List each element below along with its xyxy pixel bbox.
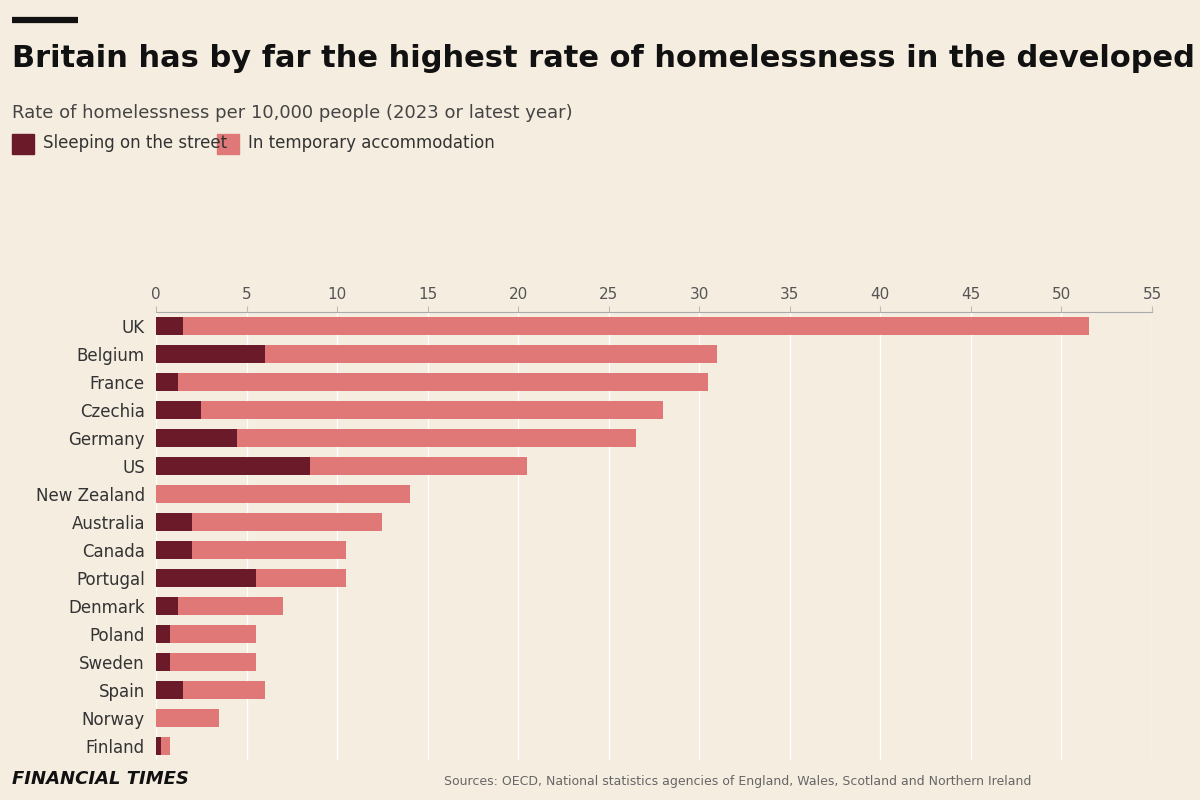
Bar: [156, 570, 256, 586]
Bar: [156, 514, 192, 530]
Bar: [156, 402, 664, 418]
Bar: [156, 318, 184, 334]
Text: FINANCIAL TIMES: FINANCIAL TIMES: [12, 770, 188, 788]
Bar: [156, 654, 256, 670]
Bar: [156, 626, 170, 642]
Bar: [156, 542, 346, 558]
Bar: [156, 738, 170, 754]
Text: In temporary accommodation: In temporary accommodation: [248, 134, 496, 152]
Bar: [156, 430, 636, 446]
Bar: [156, 346, 265, 362]
Bar: [156, 542, 192, 558]
Bar: [156, 458, 527, 474]
Bar: [156, 346, 718, 362]
Text: Sleeping on the street: Sleeping on the street: [43, 134, 227, 152]
Bar: [156, 682, 184, 698]
Bar: [156, 402, 202, 418]
Bar: [156, 598, 283, 614]
Bar: [156, 682, 265, 698]
Bar: [156, 318, 1088, 334]
Bar: [156, 430, 238, 446]
Bar: [156, 598, 178, 614]
Bar: [156, 458, 310, 474]
Bar: [156, 514, 383, 530]
Bar: [156, 738, 162, 754]
Text: Rate of homelessness per 10,000 people (2023 or latest year): Rate of homelessness per 10,000 people (…: [12, 104, 572, 122]
Bar: [156, 626, 256, 642]
Bar: [156, 486, 409, 502]
Bar: [156, 374, 178, 390]
Bar: [156, 570, 346, 586]
Text: Sources: OECD, National statistics agencies of England, Wales, Scotland and Nort: Sources: OECD, National statistics agenc…: [444, 775, 1031, 788]
Text: Britain has by far the highest rate of homelessness in the developed world: Britain has by far the highest rate of h…: [12, 44, 1200, 73]
Bar: [156, 654, 170, 670]
Bar: [156, 374, 708, 390]
Bar: [156, 710, 220, 726]
